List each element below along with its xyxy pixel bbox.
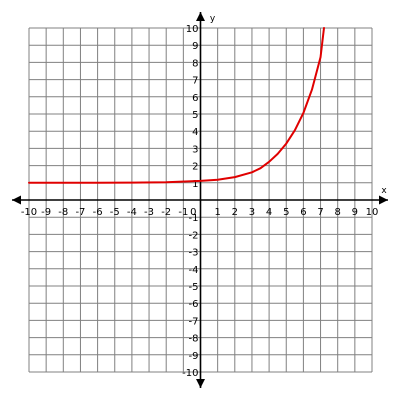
- y-tick-label: 2: [192, 162, 198, 173]
- y-axis-arrow-up: [196, 12, 205, 21]
- y-axis-arrow-down: [196, 379, 205, 388]
- x-tick-label: -3: [144, 207, 154, 218]
- x-tick-label: -4: [127, 207, 137, 218]
- x-tick-label: -10: [21, 207, 37, 218]
- y-tick-label: -7: [189, 316, 199, 327]
- y-tick-label: -9: [189, 351, 199, 362]
- series-curve: [28, 27, 325, 184]
- x-tick-label: -1: [178, 207, 188, 218]
- y-tick-label: 10: [186, 24, 199, 35]
- y-tick-label: 9: [192, 41, 198, 52]
- x-tick-label: 5: [283, 207, 289, 218]
- y-tick-label: -1: [189, 213, 199, 224]
- y-tick-label: -3: [189, 248, 199, 259]
- y-axis-label: y: [210, 14, 216, 24]
- y-tick-label: 8: [192, 58, 198, 69]
- x-tick-label: -8: [58, 207, 68, 218]
- y-tick-label: -4: [189, 265, 199, 276]
- x-tick-label: 4: [266, 207, 272, 218]
- x-tick-label: 7: [317, 207, 323, 218]
- axes: [12, 12, 388, 388]
- y-tick-label: 5: [192, 110, 198, 121]
- x-tick-label: -6: [93, 207, 103, 218]
- y-tick-label: 7: [192, 76, 198, 87]
- x-tick-label: 1: [214, 207, 220, 218]
- x-tick-label: -9: [41, 207, 51, 218]
- y-tick-label: -8: [189, 334, 199, 345]
- x-tick-label: 8: [335, 207, 341, 218]
- x-tick-label: 0: [190, 207, 196, 218]
- x-tick-label: 9: [352, 207, 358, 218]
- y-tick-label: 6: [192, 93, 198, 104]
- x-tick-label: 6: [300, 207, 306, 218]
- y-tick-label: -6: [189, 299, 199, 310]
- series-layer: [28, 27, 325, 184]
- y-tick-label: -5: [189, 282, 199, 293]
- y-tick-label: 1: [192, 179, 198, 190]
- x-axis-arrow-left: [12, 195, 21, 205]
- y-tick-label: 4: [192, 127, 198, 138]
- x-tick-label: -7: [75, 207, 85, 218]
- x-tick-label: 2: [232, 207, 238, 218]
- x-tick-label: -2: [161, 207, 171, 218]
- x-tick-label: 10: [366, 207, 379, 218]
- x-tick-label: -5: [110, 207, 120, 218]
- y-tick-label: -2: [189, 230, 199, 241]
- x-tick-label: 3: [249, 207, 255, 218]
- tick-labels: -10 -9 -8 -7 -6 -5 -4 -3 -2 -1 0 1 2 3 4 5 6 7 8 9 101098765…: [21, 24, 379, 379]
- y-tick-label: 3: [192, 144, 198, 155]
- x-axis-label: x: [381, 186, 387, 196]
- y-tick-label: -10: [182, 368, 198, 379]
- x-axis-arrow-right: [379, 195, 388, 205]
